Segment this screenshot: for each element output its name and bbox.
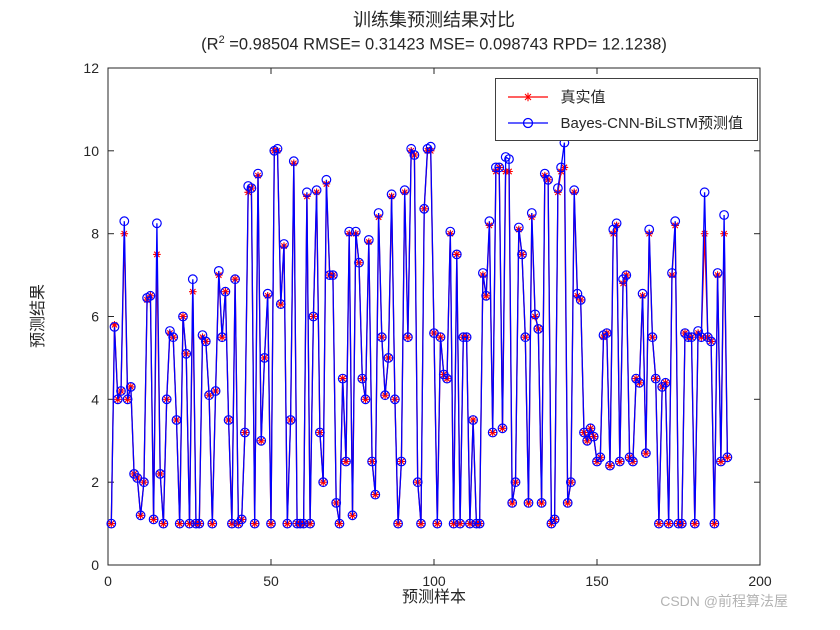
series-markers-1 <box>106 137 733 529</box>
subtitle-stats: =0.98504 RMSE= 0.31423 MSE= 0.098743 RPD… <box>224 35 667 54</box>
x-axis-label: 预测样本 <box>401 589 466 606</box>
watermark: CSDN @前程算法屋 <box>660 593 788 609</box>
x-tick-label: 200 <box>748 573 772 589</box>
y-tick-label: 2 <box>91 474 99 490</box>
x-tick-label: 0 <box>104 573 112 589</box>
subtitle-prefix: (R <box>201 35 219 54</box>
legend: 真实值 Bayes-CNN-BiLSTM预测值 <box>495 78 758 141</box>
subtitle-superscript: 2 <box>218 34 225 46</box>
y-tick-label: 6 <box>91 309 99 325</box>
x-tick-label: 150 <box>585 573 609 589</box>
x-tick-label: 100 <box>422 573 446 589</box>
y-tick-label: 0 <box>91 557 99 573</box>
series-line-1 <box>110 142 729 526</box>
legend-item-true: 真实值 <box>506 84 743 109</box>
legend-label-predicted: Bayes-CNN-BiLSTM预测值 <box>560 115 743 132</box>
chart-title: 训练集预测结果对比 <box>353 10 515 30</box>
y-tick-label: 8 <box>91 226 99 242</box>
y-axis-label: 预测结果 <box>30 283 47 349</box>
legend-marker-circle-icon <box>508 117 549 128</box>
legend-marker-asterisk-icon <box>508 92 549 101</box>
y-tick-label: 10 <box>83 143 99 159</box>
y-tick-label: 12 <box>83 60 99 76</box>
x-tick-label: 50 <box>263 573 279 589</box>
legend-label-true: 真实值 <box>560 89 606 106</box>
legend-item-predicted: Bayes-CNN-BiLSTM预测值 <box>506 110 743 135</box>
chart-subtitle: (R2 =0.98504 RMSE= 0.31423 MSE= 0.098743… <box>44 34 824 55</box>
y-tick-label: 4 <box>91 391 99 407</box>
